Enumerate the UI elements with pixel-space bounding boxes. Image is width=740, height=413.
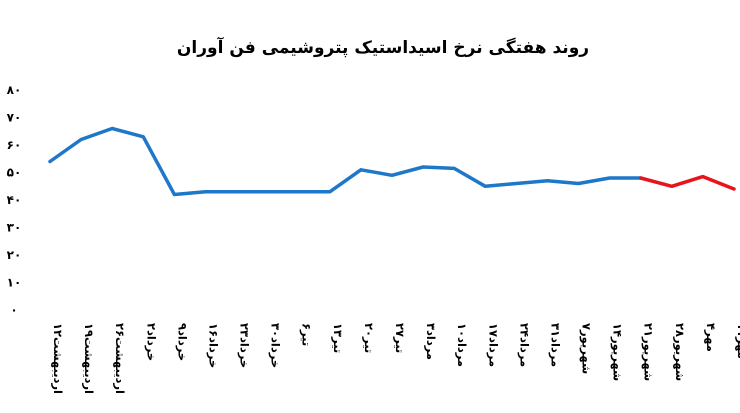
x-tick-label: ۲۱شهریور (641, 323, 656, 381)
x-axis: ۱۲اردیبهشت ۱۹اردیبهشت ۲۶اردیبهشت ۲خرداد ۹خرد… (51, 323, 740, 394)
data-point (639, 176, 643, 180)
x-tick-label: ۲۰تیر (362, 323, 376, 353)
x-tick-label: ۹خرداد (175, 323, 189, 361)
x-tick-label: ۱۷مرداد (486, 323, 500, 367)
x-tick-label: ۱۹اردیبهشت (82, 323, 96, 394)
y-tick-label: ۷۰ (7, 111, 22, 125)
y-tick-label: ۱۰ (7, 276, 22, 290)
x-tick-label: ۲۶اردیبهشت (113, 323, 127, 394)
data-point (203, 190, 207, 194)
data-point (701, 175, 705, 179)
x-tick-label: ۲خرداد (144, 323, 158, 361)
data-point (328, 190, 332, 194)
x-tick-label: ۳۱مرداد (548, 323, 562, 367)
x-tick-label: ۶تیر (300, 323, 314, 346)
y-tick-label: ۵۰ (7, 166, 22, 180)
data-point (359, 168, 363, 172)
chart-title: روند هفتگی نرخ اسیداستیک پتروشیمی فن آور… (177, 36, 589, 58)
y-tick-label: ۰ (10, 303, 17, 317)
series-group (48, 126, 736, 197)
data-point (452, 166, 456, 170)
y-tick-label: ۲۰ (7, 248, 22, 262)
data-point (545, 179, 549, 183)
data-point (390, 173, 394, 177)
y-tick-label: ۳۰ (7, 221, 22, 235)
data-point (514, 182, 518, 185)
y-tick-label: ۶۰ (7, 138, 22, 152)
data-point (421, 165, 425, 169)
data-point (79, 138, 83, 141)
data-point (172, 193, 176, 196)
y-axis: ۰ ۱۰ ۲۰ ۳۰ ۴۰ ۵۰ ۶۰ ۷۰ ۸۰ (7, 83, 22, 317)
series-line-main (48, 126, 643, 197)
data-point (48, 160, 52, 163)
data-point (483, 184, 487, 188)
x-tick-label: ۱۱مهر (735, 323, 740, 359)
data-point (608, 176, 612, 180)
x-tick-label: ۴مهر (704, 323, 718, 352)
x-tick-label: ۳۰خرداد (269, 323, 283, 368)
x-tick-label: ۱۲اردیبهشت (51, 323, 65, 394)
y-tick-label: ۸۰ (7, 83, 22, 97)
x-tick-label: ۳مرداد (424, 323, 438, 360)
x-tick-label: ۱۰مرداد (455, 323, 469, 367)
data-point (577, 182, 581, 185)
data-point (732, 187, 736, 191)
x-tick-label: ۱۴شهریور (610, 323, 625, 381)
data-point (235, 190, 239, 194)
data-point (110, 127, 114, 130)
x-tick-label: ۲۸شهریور (672, 323, 687, 381)
data-point (141, 135, 145, 139)
data-point (266, 190, 270, 194)
x-tick-label: ۱۶خرداد (206, 323, 220, 368)
x-tick-label: ۲۳خرداد (238, 323, 252, 368)
x-tick-label: ۷شهریور (579, 323, 594, 374)
x-tick-label: ۱۳تیر (331, 323, 345, 353)
data-point (297, 190, 301, 194)
x-tick-label: ۲۷تیر (393, 323, 407, 353)
x-tick-label: ۲۴مرداد (517, 323, 531, 367)
y-tick-label: ۴۰ (7, 193, 22, 207)
data-point (670, 184, 674, 188)
series-line-recent (638, 174, 736, 191)
